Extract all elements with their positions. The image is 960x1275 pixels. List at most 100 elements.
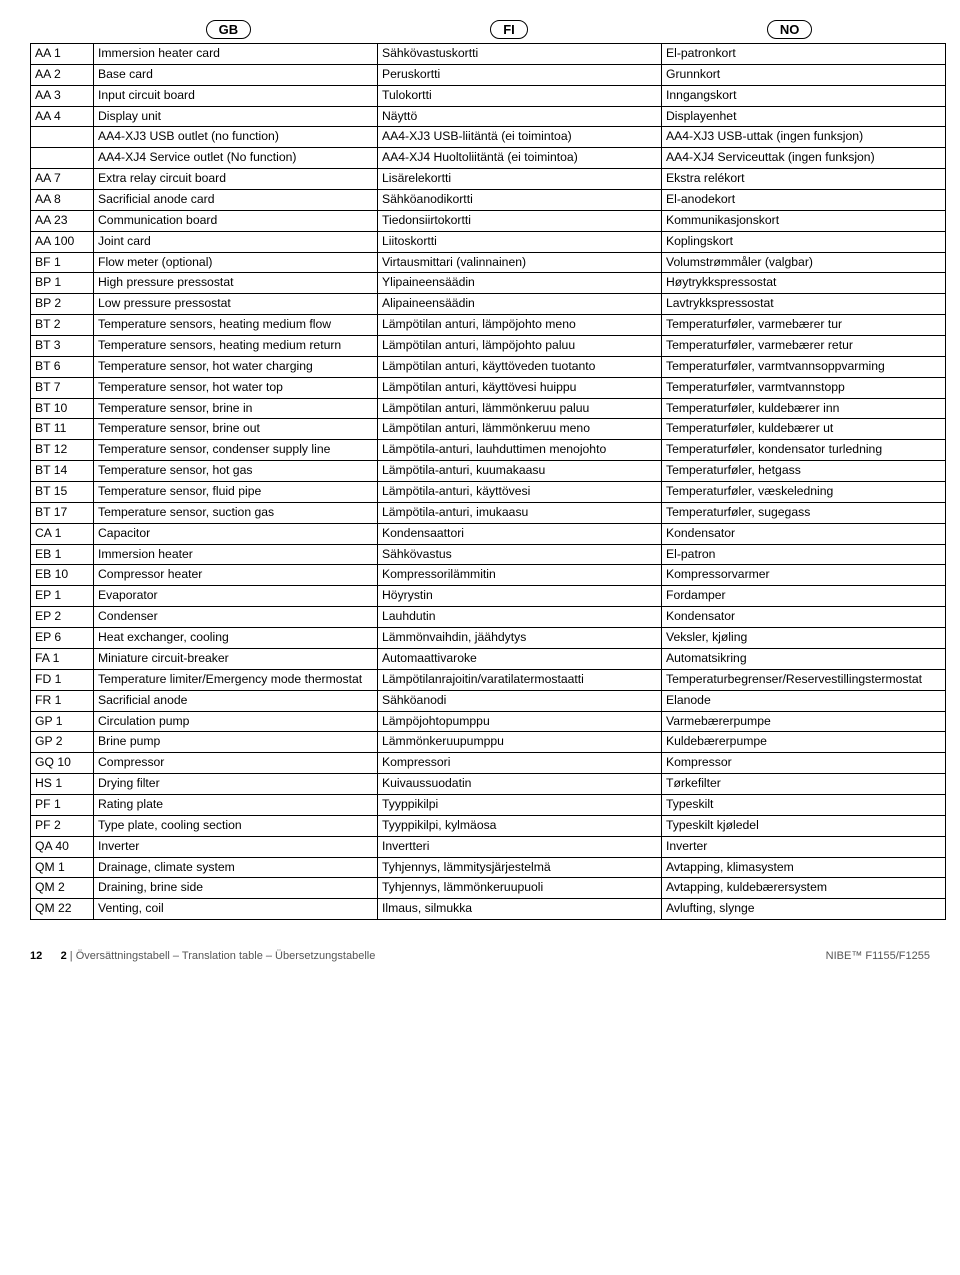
text-cell: Grunnkort bbox=[662, 64, 946, 85]
code-cell: AA 4 bbox=[31, 106, 94, 127]
table-row: AA 7Extra relay circuit boardLisärelekor… bbox=[31, 169, 946, 190]
text-cell: Kuivaussuodatin bbox=[378, 774, 662, 795]
text-cell: Circulation pump bbox=[94, 711, 378, 732]
code-cell: PF 2 bbox=[31, 815, 94, 836]
table-row: EB 1Immersion heaterSähkövastusEl-patron bbox=[31, 544, 946, 565]
text-cell: Lämmönvaihdin, jäähdytys bbox=[378, 628, 662, 649]
table-row: BT 12Temperature sensor, condenser suppl… bbox=[31, 440, 946, 461]
text-cell: Lavtrykkspressostat bbox=[662, 294, 946, 315]
text-cell: Extra relay circuit board bbox=[94, 169, 378, 190]
text-cell: Koplingskort bbox=[662, 231, 946, 252]
text-cell: Type plate, cooling section bbox=[94, 815, 378, 836]
text-cell: Sacrificial anode card bbox=[94, 190, 378, 211]
code-cell: QM 1 bbox=[31, 857, 94, 878]
text-cell: Tulokortti bbox=[378, 85, 662, 106]
table-row: QM 22Venting, coilIlmaus, silmukkaAvluft… bbox=[31, 899, 946, 920]
table-row: HS 1Drying filterKuivaussuodatinTørkefil… bbox=[31, 774, 946, 795]
text-cell: Compressor heater bbox=[94, 565, 378, 586]
code-cell: BP 2 bbox=[31, 294, 94, 315]
table-row: AA 8Sacrificial anode cardSähköanodikort… bbox=[31, 190, 946, 211]
table-row: FD 1Temperature limiter/Emergency mode t… bbox=[31, 669, 946, 690]
table-row: BT 7Temperature sensor, hot water topLäm… bbox=[31, 377, 946, 398]
text-cell: Temperaturføler, varmtvannstopp bbox=[662, 377, 946, 398]
table-row: BP 2Low pressure pressostatAlipaineensää… bbox=[31, 294, 946, 315]
text-cell: Kompressori bbox=[378, 753, 662, 774]
code-cell: BP 1 bbox=[31, 273, 94, 294]
code-cell: BF 1 bbox=[31, 252, 94, 273]
code-cell: QA 40 bbox=[31, 836, 94, 857]
footer-section-title: Översättningstabell – Translation table … bbox=[76, 950, 376, 962]
text-cell: Virtausmittari (valinnainen) bbox=[378, 252, 662, 273]
text-cell: Joint card bbox=[94, 231, 378, 252]
text-cell: Temperaturføler, hetgass bbox=[662, 461, 946, 482]
code-cell: HS 1 bbox=[31, 774, 94, 795]
text-cell: Automatsikring bbox=[662, 648, 946, 669]
table-row: EP 2CondenserLauhdutinKondensator bbox=[31, 607, 946, 628]
text-cell: AA4-XJ4 Serviceuttak (ingen funksjon) bbox=[662, 148, 946, 169]
code-cell: BT 3 bbox=[31, 336, 94, 357]
page-footer: 12 2 | Översättningstabell – Translation… bbox=[30, 950, 930, 962]
code-cell: FA 1 bbox=[31, 648, 94, 669]
code-cell: BT 2 bbox=[31, 315, 94, 336]
text-cell: Lämpötila-anturi, kuumakaasu bbox=[378, 461, 662, 482]
text-cell: Lämpötilan anturi, käyttöveden tuotanto bbox=[378, 356, 662, 377]
text-cell: Lämpötilan anturi, lämmönkeruu paluu bbox=[378, 398, 662, 419]
text-cell: Kompressorvarmer bbox=[662, 565, 946, 586]
text-cell: Draining, brine side bbox=[94, 878, 378, 899]
text-cell: Inngangskort bbox=[662, 85, 946, 106]
code-cell: BT 6 bbox=[31, 356, 94, 377]
text-cell: Lämpöjohtopumppu bbox=[378, 711, 662, 732]
text-cell: Tyhjennys, lämmitysjärjestelmä bbox=[378, 857, 662, 878]
code-cell: QM 22 bbox=[31, 899, 94, 920]
text-cell: Temperature limiter/Emergency mode therm… bbox=[94, 669, 378, 690]
text-cell: High pressure pressostat bbox=[94, 273, 378, 294]
text-cell: Display unit bbox=[94, 106, 378, 127]
text-cell: Varmebærerpumpe bbox=[662, 711, 946, 732]
code-cell: AA 100 bbox=[31, 231, 94, 252]
table-row: BT 10Temperature sensor, brine inLämpöti… bbox=[31, 398, 946, 419]
code-cell: GP 1 bbox=[31, 711, 94, 732]
table-row: AA 3Input circuit boardTulokorttiInngang… bbox=[31, 85, 946, 106]
text-cell: Ekstra relékort bbox=[662, 169, 946, 190]
text-cell: Kondensator bbox=[662, 607, 946, 628]
text-cell: Kuldebærerpumpe bbox=[662, 732, 946, 753]
text-cell: Sähkövastuskortti bbox=[378, 44, 662, 65]
text-cell: AA4-XJ3 USB-liitäntä (ei toimintoa) bbox=[378, 127, 662, 148]
code-cell: CA 1 bbox=[31, 523, 94, 544]
text-cell: Lämpötilanrajoitin/varatilatermostaatti bbox=[378, 669, 662, 690]
text-cell: Temperature sensors, heating medium retu… bbox=[94, 336, 378, 357]
text-cell: Kommunikasjonskort bbox=[662, 210, 946, 231]
lang-header-row: GB FI NO bbox=[30, 20, 930, 39]
text-cell: Høytrykkspressostat bbox=[662, 273, 946, 294]
text-cell: Temperaturbegrenser/Reservestillingsterm… bbox=[662, 669, 946, 690]
code-cell: BT 17 bbox=[31, 502, 94, 523]
text-cell: Temperaturføler, kuldebærer inn bbox=[662, 398, 946, 419]
text-cell: Communication board bbox=[94, 210, 378, 231]
code-cell: QM 2 bbox=[31, 878, 94, 899]
table-row: EP 6Heat exchanger, coolingLämmönvaihdin… bbox=[31, 628, 946, 649]
table-row: BT 2Temperature sensors, heating medium … bbox=[31, 315, 946, 336]
code-cell: PF 1 bbox=[31, 794, 94, 815]
text-cell: Elanode bbox=[662, 690, 946, 711]
code-cell: BT 12 bbox=[31, 440, 94, 461]
code-cell bbox=[31, 127, 94, 148]
text-cell: Lämpötilan anturi, käyttövesi huippu bbox=[378, 377, 662, 398]
text-cell: Temperature sensor, suction gas bbox=[94, 502, 378, 523]
code-cell: BT 11 bbox=[31, 419, 94, 440]
table-row: FA 1Miniature circuit-breakerAutomaattiv… bbox=[31, 648, 946, 669]
text-cell: Tyyppikilpi bbox=[378, 794, 662, 815]
code-cell: EP 2 bbox=[31, 607, 94, 628]
footer-page-num: 12 bbox=[30, 950, 42, 962]
table-row: BT 15Temperature sensor, fluid pipeLämpö… bbox=[31, 482, 946, 503]
code-cell: GP 2 bbox=[31, 732, 94, 753]
text-cell: AA4-XJ4 Service outlet (No function) bbox=[94, 148, 378, 169]
code-cell: GQ 10 bbox=[31, 753, 94, 774]
table-row: BT 11Temperature sensor, brine outLämpöt… bbox=[31, 419, 946, 440]
text-cell: Volumstrømmåler (valgbar) bbox=[662, 252, 946, 273]
code-cell bbox=[31, 148, 94, 169]
text-cell: Temperaturføler, kondensator turledning bbox=[662, 440, 946, 461]
text-cell: Typeskilt bbox=[662, 794, 946, 815]
table-row: BT 17Temperature sensor, suction gasLämp… bbox=[31, 502, 946, 523]
text-cell: Immersion heater card bbox=[94, 44, 378, 65]
text-cell: Temperaturføler, sugegass bbox=[662, 502, 946, 523]
